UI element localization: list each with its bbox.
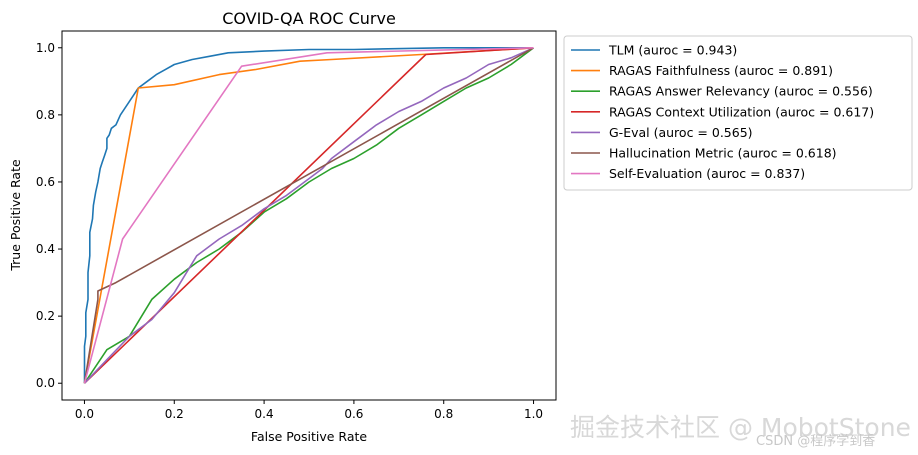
legend-label: RAGAS Faithfulness (auroc = 0.891) [609, 63, 833, 78]
y-axis: 0.0 0.2 0.4 0.6 0.8 1.0 [36, 41, 62, 390]
chart-title: COVID-QA ROC Curve [222, 9, 396, 28]
x-axis-label: False Positive Rate [251, 429, 367, 444]
watermark-sub: CSDN @程序学到香 [756, 434, 876, 449]
x-tick-label: 0.0 [75, 407, 94, 421]
series-line-ragas-answer-relevancy [83, 47, 534, 384]
series-line-tlm [83, 46, 534, 384]
series-layer [83, 46, 534, 384]
legend-label: G-Eval (auroc = 0.565) [609, 125, 753, 140]
series-line-ragas-context-utilization [83, 47, 534, 384]
legend-label: RAGAS Answer Relevancy (auroc = 0.556) [609, 84, 873, 99]
legend-label: RAGAS Context Utilization (auroc = 0.617… [609, 104, 874, 119]
x-tick-label: 0.8 [434, 407, 453, 421]
series-line-ragas-faithfulness [83, 47, 534, 384]
y-tick-label: 0.8 [36, 108, 55, 122]
y-tick-label: 0.2 [36, 309, 55, 323]
series-line-self-evaluation [83, 47, 534, 384]
series-line-hallucination-metric [83, 47, 534, 384]
x-tick-label: 0.4 [255, 407, 274, 421]
legend: TLM (auroc = 0.943) RAGAS Faithfulness (a… [563, 35, 913, 191]
y-tick-label: 0.4 [36, 242, 55, 256]
legend-label: Self-Evaluation (auroc = 0.837) [609, 166, 805, 181]
plot-area [62, 31, 556, 400]
plot-frame [61, 30, 557, 401]
x-tick-label: 0.6 [344, 407, 363, 421]
y-tick-label: 0.0 [36, 376, 55, 390]
series-line-g-eval [83, 47, 534, 384]
legend-label: Hallucination Metric (auroc = 0.618) [609, 146, 837, 161]
x-axis: 0.0 0.2 0.4 0.6 0.8 1.0 [75, 400, 543, 421]
legend-frame [563, 35, 913, 191]
x-tick-label: 0.2 [165, 407, 184, 421]
y-tick-label: 1.0 [36, 41, 55, 55]
legend-label: TLM (auroc = 0.943) [608, 43, 737, 58]
x-tick-label: 1.0 [524, 407, 543, 421]
y-tick-label: 0.6 [36, 175, 55, 189]
watermark-main: 掘金技术社区 @ MobotStone [570, 413, 911, 442]
y-axis-label: True Positive Rate [8, 159, 23, 272]
